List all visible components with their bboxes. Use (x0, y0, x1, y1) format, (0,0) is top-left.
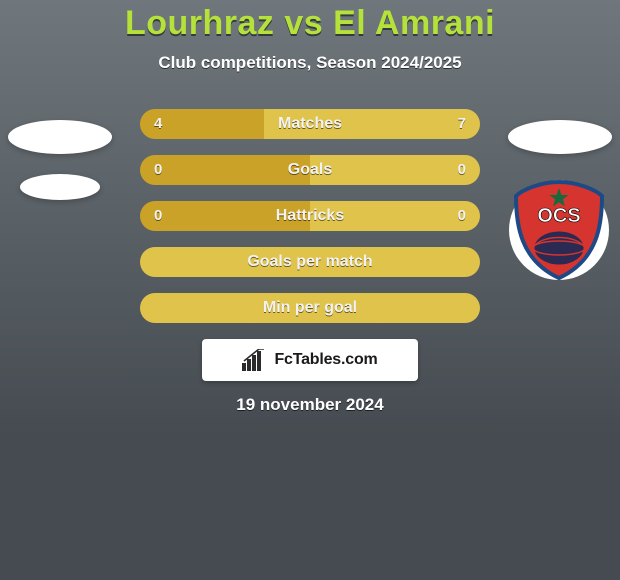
stat-row-goals-per-match: Goals per match (140, 247, 480, 277)
stat-right-value: 7 (458, 109, 466, 139)
stat-right-value: 0 (458, 201, 466, 231)
stat-left-value: 4 (154, 109, 162, 139)
stat-right-seg (310, 155, 480, 185)
stat-left-seg (140, 155, 310, 185)
subtitle: Club competitions, Season 2024/2025 (0, 53, 620, 73)
stat-right-value: 0 (458, 155, 466, 185)
stat-label: Min per goal (140, 293, 480, 323)
stat-label: Goals per match (140, 247, 480, 277)
stat-left-seg (140, 201, 310, 231)
stat-row-goals: 00Goals (140, 155, 480, 185)
stat-row-min-per-goal: Min per goal (140, 293, 480, 323)
branding-card[interactable]: FcTables.com (202, 339, 418, 381)
stat-row-matches: 47Matches (140, 109, 480, 139)
generated-date: 19 november 2024 (0, 395, 620, 415)
stat-right-seg (310, 201, 480, 231)
stat-left-value: 0 (154, 155, 162, 185)
page-title: Lourhraz vs El Amrani (0, 4, 620, 43)
stat-left-value: 0 (154, 201, 162, 231)
bar-chart-icon (242, 349, 268, 371)
stat-right-seg (264, 109, 480, 139)
stat-row-hattricks: 00Hattricks (140, 201, 480, 231)
stats-panel: 47Matches00Goals00HattricksGoals per mat… (140, 109, 480, 323)
branding-text: FcTables.com (274, 351, 377, 369)
